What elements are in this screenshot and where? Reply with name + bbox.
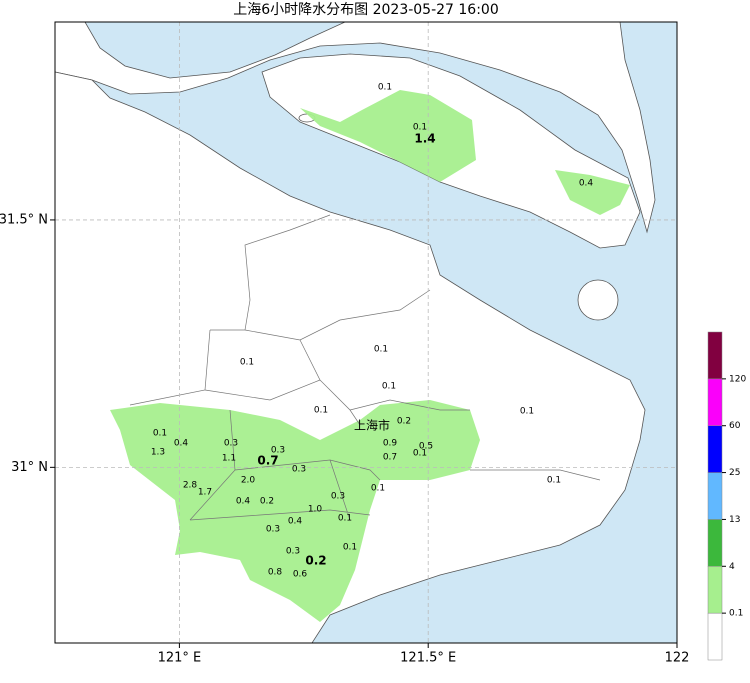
station-value: 1.4 — [414, 132, 435, 146]
station-value: 0.1 — [378, 83, 392, 93]
north-bank — [54, 21, 656, 234]
station-value: 0.1 — [153, 429, 167, 439]
station-value: 0.7 — [383, 453, 397, 463]
station-value: 0.3 — [271, 446, 285, 456]
station-value: 1.3 — [151, 448, 165, 458]
station-value: 0.1 — [371, 484, 385, 494]
district-border — [129, 214, 601, 521]
station-value: 0.7 — [257, 454, 278, 468]
station-value: 0.4 — [174, 439, 189, 449]
river-island — [577, 279, 619, 321]
plot-frame — [54, 21, 678, 644]
colorbar-segment — [707, 378, 723, 426]
station-value: 0.5 — [419, 442, 433, 452]
district-borders — [129, 214, 601, 521]
station-value: 0.1 — [547, 476, 561, 486]
station-value: 1.1 — [222, 454, 236, 464]
colorbar-segment — [707, 612, 723, 661]
x-tick-label: 122 — [665, 651, 690, 666]
colorbar-segment — [707, 566, 723, 614]
station-value: 0.1 — [314, 406, 328, 416]
station-value: 0.1 — [338, 514, 352, 524]
x-tick-label: 121.5° E — [400, 651, 456, 666]
colorbar-segment — [707, 519, 723, 567]
station-value: 0.1 — [343, 543, 357, 553]
station-value: 0.1 — [520, 407, 534, 417]
station-value: 0.2 — [397, 417, 411, 427]
x-tick-label: 121° E — [158, 651, 202, 666]
colorbar-tick-label: 13 — [729, 515, 740, 525]
colorbar-tick-label: 120 — [729, 374, 746, 384]
colorbar-tick-label: 25 — [729, 468, 740, 478]
station-value: 0.1 — [382, 382, 396, 392]
station-value: 0.2 — [260, 497, 274, 507]
station-value: 0.8 — [268, 568, 283, 578]
colorbar-tick-label: 0.1 — [729, 609, 743, 619]
station-value: 1.0 — [308, 505, 323, 515]
station-value: 0.4 — [236, 497, 251, 507]
station-value: 0.2 — [305, 554, 326, 568]
rain-area — [555, 170, 630, 215]
station-value: 2.8 — [183, 481, 198, 491]
y-tick-label: 31° N — [11, 460, 48, 475]
station-value: 0.1 — [413, 123, 427, 133]
station-value: 0.9 — [383, 439, 398, 449]
rain-area — [110, 400, 480, 622]
station-value: 0.3 — [266, 525, 280, 535]
station-value: 1.7 — [198, 488, 212, 498]
colorbar-segment — [707, 472, 723, 520]
station-value: 0.3 — [224, 439, 238, 449]
map-title: 上海6小时降水分布图 2023-05-27 16:00 — [233, 2, 499, 18]
colorbar-tick-label: 4 — [729, 562, 735, 572]
station-value: 0.4 — [579, 179, 594, 189]
station-value: 0.3 — [292, 465, 306, 475]
station-value: 0.1 — [240, 358, 254, 368]
station-value: 0.3 — [286, 547, 300, 557]
station-value: 0.1 — [374, 345, 388, 355]
city-label: 上海市 — [354, 418, 390, 433]
colorbar-segment — [707, 425, 723, 473]
station-value: 0.1 — [413, 449, 427, 459]
y-tick-label: 31.5° N — [0, 212, 48, 227]
colorbar-tick-label: 60 — [729, 421, 741, 431]
station-value: 0.3 — [331, 492, 345, 502]
rain-area-group — [110, 90, 630, 622]
rain-area — [300, 90, 476, 182]
station-value: 2.0 — [241, 476, 256, 486]
station-value: 0.6 — [293, 570, 308, 580]
colorbar-segment — [707, 331, 723, 380]
station-value: 0.4 — [288, 517, 303, 527]
